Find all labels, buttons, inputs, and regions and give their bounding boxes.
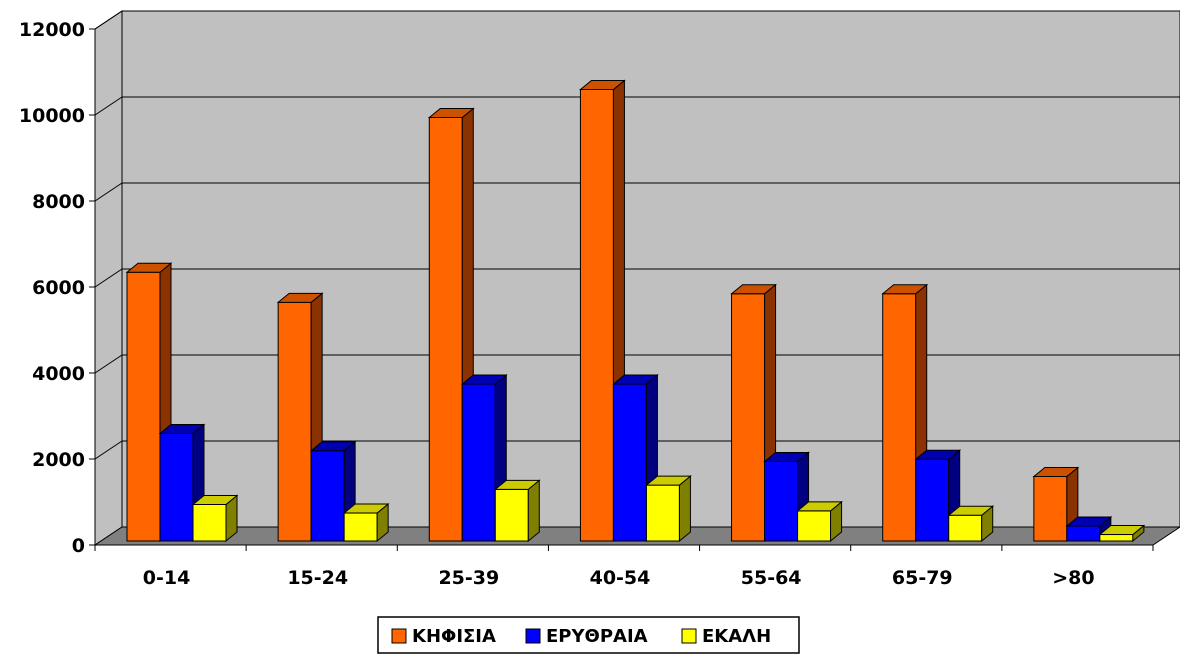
bar-top xyxy=(1098,525,1146,536)
y-tick-label: 10000 xyxy=(19,105,85,127)
bar-front xyxy=(764,460,799,542)
grid-line-side xyxy=(94,96,123,116)
bar-top xyxy=(342,503,390,514)
bar-top xyxy=(158,424,206,434)
bar-front xyxy=(1099,534,1134,542)
bar-top xyxy=(947,505,995,516)
bar-top xyxy=(1065,516,1113,527)
bar xyxy=(645,475,692,543)
x-tick-label: 65-79 xyxy=(892,567,953,589)
y-tick-label: 8000 xyxy=(32,191,85,213)
bar-front xyxy=(731,293,766,542)
legend-entry-label: ΕΡΥΘΡΑΙΑ xyxy=(546,626,648,647)
bar xyxy=(1098,524,1146,543)
bar-top xyxy=(881,284,929,295)
bar xyxy=(796,500,843,543)
bar-front xyxy=(494,488,529,542)
bar-top xyxy=(763,451,810,462)
grid-lines xyxy=(94,10,1180,460)
bar-front xyxy=(428,116,463,542)
grid-line-side xyxy=(94,440,123,460)
bar-front xyxy=(343,512,378,542)
bar xyxy=(493,479,541,543)
bar-front xyxy=(159,433,194,542)
bar xyxy=(125,262,173,543)
y-tick-label: 4000 xyxy=(32,363,85,385)
grid-line-side xyxy=(94,10,123,30)
legend-entry-label: ΚΗΦΙΣΙΑ xyxy=(412,626,496,647)
grid-line-side xyxy=(94,182,123,202)
bar xyxy=(342,502,390,543)
bar-top xyxy=(612,374,659,385)
legend-entry-label: ΕΚΑΛΗ xyxy=(702,626,771,647)
bar-front xyxy=(192,503,227,542)
bar-top xyxy=(730,284,777,295)
legend-swatch xyxy=(681,628,697,644)
bar xyxy=(1032,466,1080,543)
bar xyxy=(947,505,995,543)
bar-front xyxy=(1066,525,1101,542)
bar-side xyxy=(527,479,540,543)
bar-front xyxy=(612,383,647,542)
bar-top xyxy=(914,449,962,460)
x-tick-label: 40-54 xyxy=(590,567,651,589)
bar-top xyxy=(579,80,626,90)
bar-front xyxy=(797,510,832,542)
bar-front xyxy=(310,450,345,542)
legend: ΚΗΦΙΣΙΑ ΕΡΥΘΡΑΙΑ ΕΚΑΛΗ xyxy=(377,616,800,654)
x-axis-labels: 0-14 15-24 25-39 40-54 55-64 65-79 >80 xyxy=(94,545,1154,589)
x-tick-label: 0-14 xyxy=(143,567,191,589)
legend-box xyxy=(377,616,800,654)
x-tick-label: 15-24 xyxy=(287,567,348,589)
bar-top xyxy=(309,441,357,452)
bar-top xyxy=(796,501,843,512)
bar-top xyxy=(427,107,475,118)
bars xyxy=(125,79,1146,543)
y-axis-ticks: 0 2000 4000 6000 8000 10000 12000 xyxy=(19,19,96,557)
legend-swatch xyxy=(525,628,541,644)
bar-front xyxy=(948,514,983,542)
x-tick-label: >80 xyxy=(1052,567,1094,589)
bar xyxy=(158,423,206,543)
y-tick-label: 2000 xyxy=(32,449,85,471)
bar-front xyxy=(126,271,161,542)
bar-top xyxy=(125,262,173,273)
bar-front xyxy=(277,301,312,542)
bar-front xyxy=(461,383,496,542)
bar-top xyxy=(1032,467,1080,477)
bar-front xyxy=(915,458,950,542)
legend-swatch xyxy=(391,628,407,644)
bar-top xyxy=(493,479,541,490)
y-tick-label: 12000 xyxy=(19,19,85,41)
grid-line-side xyxy=(94,268,123,288)
bar-top xyxy=(645,475,692,486)
bar-front xyxy=(645,484,680,542)
bar-front xyxy=(579,89,614,542)
bar xyxy=(191,494,239,543)
grid-line-side xyxy=(94,354,123,374)
bar-top xyxy=(460,374,508,385)
bar-side xyxy=(678,475,691,543)
x-tick-label: 25-39 xyxy=(438,567,499,589)
bar-top xyxy=(191,494,239,505)
bar-front xyxy=(1033,476,1068,542)
x-tick-label: 55-64 xyxy=(741,567,802,589)
bar-top xyxy=(276,292,324,303)
y-tick-label: 0 xyxy=(72,535,85,557)
y-tick-label: 6000 xyxy=(32,277,85,299)
bar-front xyxy=(882,293,917,542)
